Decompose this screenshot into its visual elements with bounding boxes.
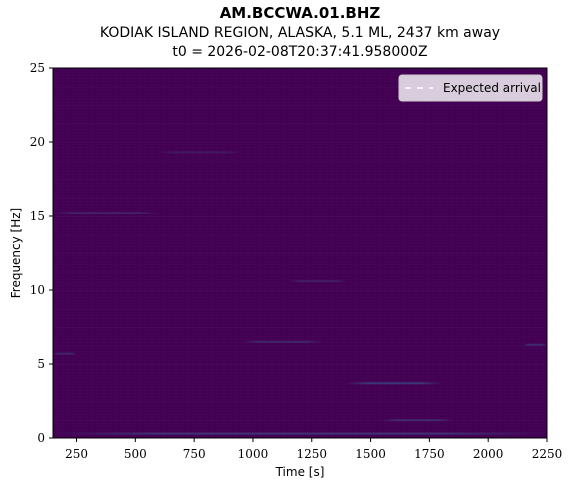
background-stripe xyxy=(53,376,547,378)
background-stripe xyxy=(53,185,547,187)
background-stripe xyxy=(53,80,547,82)
background-stripe xyxy=(53,283,547,285)
background-stripe xyxy=(53,117,547,119)
background-stripe xyxy=(53,364,547,366)
background-stripe xyxy=(53,425,547,427)
background-stripe xyxy=(53,240,547,242)
plot-area-background xyxy=(53,68,547,438)
spectral-band xyxy=(53,212,159,215)
x-axis-label: Time [s] xyxy=(275,465,325,479)
background-stripe xyxy=(53,191,547,193)
background-stripe xyxy=(53,74,547,76)
background-stripe xyxy=(53,351,547,353)
background-stripe xyxy=(53,135,547,137)
y-tick-label: 0 xyxy=(37,431,45,445)
background-stripe xyxy=(53,86,547,88)
background-stripe xyxy=(53,197,547,199)
background-stripe xyxy=(53,123,547,125)
spectral-band xyxy=(347,382,442,385)
background-stripe xyxy=(53,432,547,434)
background-stripe xyxy=(53,401,547,403)
background-stripe xyxy=(53,382,547,384)
background-stripe xyxy=(53,320,547,322)
background-stripe xyxy=(53,339,547,341)
background-stripe xyxy=(53,333,547,335)
background-stripe xyxy=(53,407,547,409)
spectral-band xyxy=(382,419,453,422)
background-stripe xyxy=(53,179,547,181)
background-stripe xyxy=(53,290,547,292)
origin-time-subtitle: t0 = 2026-02-08T20:37:41.958000Z xyxy=(172,44,428,60)
background-stripe xyxy=(53,370,547,372)
background-stripe xyxy=(53,98,547,100)
background-stripe xyxy=(53,160,547,162)
spectral-band xyxy=(53,352,77,355)
background-stripe xyxy=(53,246,547,248)
background-stripe xyxy=(53,277,547,279)
background-stripe xyxy=(53,142,547,144)
background-stripe xyxy=(53,395,547,397)
background-stripe xyxy=(53,253,547,255)
y-tick-label: 10 xyxy=(30,283,45,297)
background-stripe xyxy=(53,271,547,273)
background-stripe xyxy=(53,154,547,156)
x-tick-label: 1000 xyxy=(238,447,269,461)
background-stripe xyxy=(53,203,547,205)
background-stripe xyxy=(53,419,547,421)
y-tick-label: 15 xyxy=(30,209,45,223)
background-stripe xyxy=(53,388,547,390)
y-tick-label: 5 xyxy=(37,357,45,371)
x-tick-label: 1500 xyxy=(355,447,386,461)
x-tick-label: 1250 xyxy=(296,447,327,461)
background-stripe xyxy=(53,413,547,415)
background-stripe xyxy=(53,259,547,261)
x-tick-label: 1750 xyxy=(414,447,445,461)
background-stripe xyxy=(53,92,547,94)
x-tick-label: 2000 xyxy=(473,447,504,461)
background-stripe xyxy=(53,327,547,329)
background-stripe xyxy=(53,308,547,310)
plot-area-frame xyxy=(52,67,548,439)
background-stripe xyxy=(53,166,547,168)
y-tick-label: 20 xyxy=(30,135,45,149)
background-stripe xyxy=(53,172,547,174)
background-stripe xyxy=(53,216,547,218)
background-stripe xyxy=(53,314,547,316)
spectral-band xyxy=(241,340,324,343)
background-stripe xyxy=(53,111,547,113)
background-stripe xyxy=(53,234,547,236)
chart-title: AM.BCCWA.01.BHZ xyxy=(219,4,381,22)
legend-entry-expected-arrival: Expected arrival xyxy=(443,81,541,95)
background-stripe xyxy=(53,129,547,131)
y-axis-label: Frequency [Hz] xyxy=(9,208,23,299)
background-stripe xyxy=(53,222,547,224)
background-stripe xyxy=(53,345,547,347)
event-subtitle: KODIAK ISLAND REGION, ALASKA, 5.1 ML, 24… xyxy=(99,25,501,41)
legend-box xyxy=(398,74,543,102)
spectral-band xyxy=(288,280,348,283)
background-stripe xyxy=(53,105,547,107)
background-stripe xyxy=(53,265,547,267)
background-stripe xyxy=(53,357,547,359)
background-stripe xyxy=(53,228,547,230)
legend: Expected arrival xyxy=(398,74,543,102)
spectral-band xyxy=(523,343,547,346)
x-tick-label: 2250 xyxy=(532,447,563,461)
background-stripe xyxy=(53,209,547,211)
spectral-band xyxy=(53,432,547,435)
x-tick-label: 250 xyxy=(65,447,88,461)
x-tick-label: 500 xyxy=(124,447,147,461)
spectral-band xyxy=(158,151,242,154)
background-stripe xyxy=(53,148,547,150)
background-stripe xyxy=(53,296,547,298)
background-stripe xyxy=(53,302,547,304)
y-tick-label: 25 xyxy=(30,61,45,75)
x-tick-label: 750 xyxy=(183,447,206,461)
